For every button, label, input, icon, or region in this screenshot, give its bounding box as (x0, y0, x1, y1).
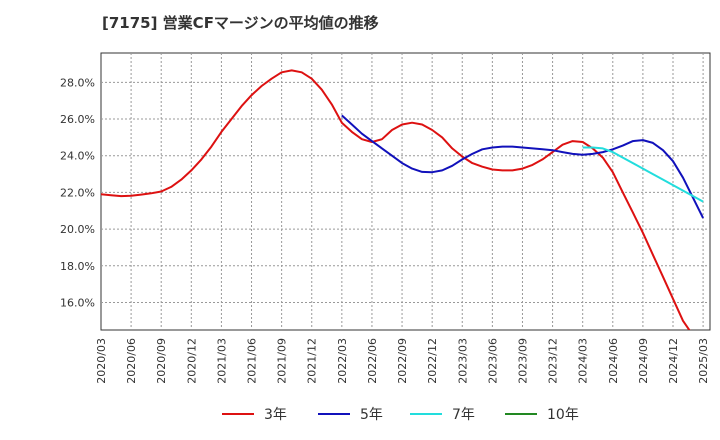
x-tick-label: 2023/12 (547, 338, 560, 384)
x-tick-label: 2024/09 (637, 338, 650, 384)
legend-label-3: 7年 (452, 407, 475, 423)
y-tick-label: 18.0% (60, 260, 95, 273)
x-tick-label: 2020/12 (185, 338, 198, 384)
y-tick-label: 28.0% (60, 76, 95, 89)
series-lines (101, 69, 704, 330)
x-tick-label: 2021/06 (246, 338, 259, 384)
series-line-3 (582, 146, 704, 203)
legend-label-2: 5年 (360, 407, 383, 423)
plot-frame (100, 52, 711, 331)
x-tick-label: 2024/03 (577, 338, 590, 384)
x-tick-label: 2022/09 (396, 338, 409, 384)
x-tick-label: 2022/06 (366, 338, 379, 384)
x-tick-label: 2020/03 (95, 338, 108, 384)
x-tick-label: 2021/12 (306, 338, 319, 384)
legend: 3年 5年 7年 10年 (222, 407, 579, 423)
chart-title: [7175] 営業CFマージンの平均値の推移 (102, 14, 379, 32)
plot-area (100, 52, 711, 331)
x-tick-label: 2020/06 (125, 338, 138, 384)
series-line-1 (101, 69, 691, 330)
y-tick-label: 24.0% (60, 150, 95, 163)
y-tick-label: 20.0% (60, 223, 95, 236)
x-tick-label: 2024/06 (607, 338, 620, 384)
series-line-2 (341, 114, 704, 219)
y-axis-ticks: 16.0% 18.0% 20.0% 22.0% 24.0% 26.0% 28.0% (60, 76, 95, 309)
x-tick-label: 2023/09 (516, 338, 529, 384)
x-tick-label: 2025/03 (697, 338, 710, 384)
legend-label-4: 10年 (547, 407, 579, 423)
y-tick-label: 16.0% (60, 296, 95, 309)
x-axis-ticks: 2020/03 2020/06 2020/09 2020/12 2021/03 2021/… (95, 338, 710, 384)
x-tick-label: 2023/06 (486, 338, 499, 384)
x-tick-label: 2021/03 (215, 338, 228, 384)
x-tick-label: 2022/03 (336, 338, 349, 384)
legend-label-1: 3年 (264, 407, 287, 423)
y-tick-label: 26.0% (60, 113, 95, 126)
x-tick-label: 2022/12 (426, 338, 439, 384)
x-tick-label: 2023/03 (456, 338, 469, 384)
y-tick-label: 22.0% (60, 186, 95, 199)
x-tick-label: 2024/12 (667, 338, 680, 384)
grid-lines (101, 53, 710, 330)
x-tick-label: 2020/09 (155, 338, 168, 384)
x-tick-label: 2021/09 (276, 338, 289, 384)
